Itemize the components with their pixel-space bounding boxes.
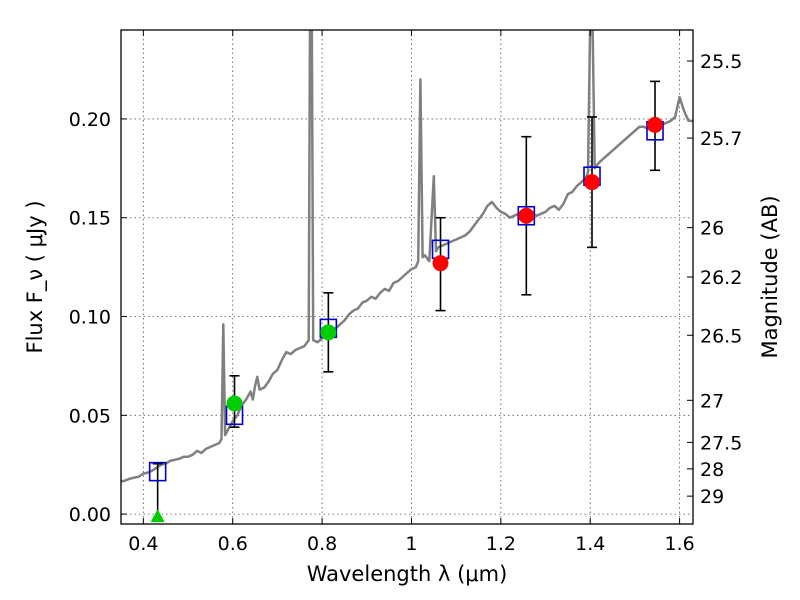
x-tick-label: 0.6 <box>218 533 248 555</box>
upper-limit-triangle <box>150 509 165 523</box>
spectrum-line <box>121 30 693 483</box>
observed-flux-point <box>432 255 449 272</box>
x-tick-label: 1.6 <box>664 533 694 555</box>
observed-flux-point <box>647 116 664 133</box>
plot-frame <box>120 29 694 525</box>
magnitude-tick-label: 25.7 <box>700 128 742 150</box>
y-tick-label: 0.05 <box>69 405 111 427</box>
magnitude-tick-label: 29 <box>700 486 724 508</box>
observed-flux-point <box>226 395 243 412</box>
x-axis-label: Wavelength λ (μm) <box>307 562 508 586</box>
y-tick-label: 0.15 <box>69 208 111 230</box>
observed-flux-point <box>584 174 601 191</box>
y-tick-label: 0.00 <box>69 504 111 526</box>
grid <box>121 30 693 524</box>
x-tick-label: 0.8 <box>307 533 337 555</box>
x-tick-label: 1 <box>405 533 417 555</box>
observed-flux-point <box>320 324 337 341</box>
y-tick-label: 0.10 <box>69 307 111 329</box>
x-tick-label: 1.4 <box>575 533 605 555</box>
magnitude-tick-label: 26.5 <box>700 325 742 347</box>
magnitude-tick-label: 27 <box>700 390 724 412</box>
x-tick-label: 1.2 <box>486 533 516 555</box>
model-flux-square <box>148 461 167 482</box>
markers <box>148 80 664 523</box>
y-axis-label-right: Magnitude (AB) <box>758 195 782 358</box>
x-tick-label: 0.4 <box>128 533 158 555</box>
ticks: 0.4 0.6 0.8 1 1.2 1.4 1.6 0.00 0.05 0.10 0.15 0.20 2… <box>69 30 742 555</box>
plot-area <box>121 30 693 483</box>
y-tick-label: 0.20 <box>69 109 111 131</box>
magnitude-tick-label: 25.5 <box>700 51 742 73</box>
y-axis-label-left: Flux F_ν ( μJy ) <box>23 200 48 353</box>
magnitude-tick-label: 26 <box>700 218 724 240</box>
magnitude-tick-label: 27.5 <box>700 432 742 454</box>
magnitude-tick-label: 28 <box>700 459 724 481</box>
observed-flux-point <box>518 207 535 224</box>
magnitude-tick-label: 26.2 <box>700 267 742 289</box>
